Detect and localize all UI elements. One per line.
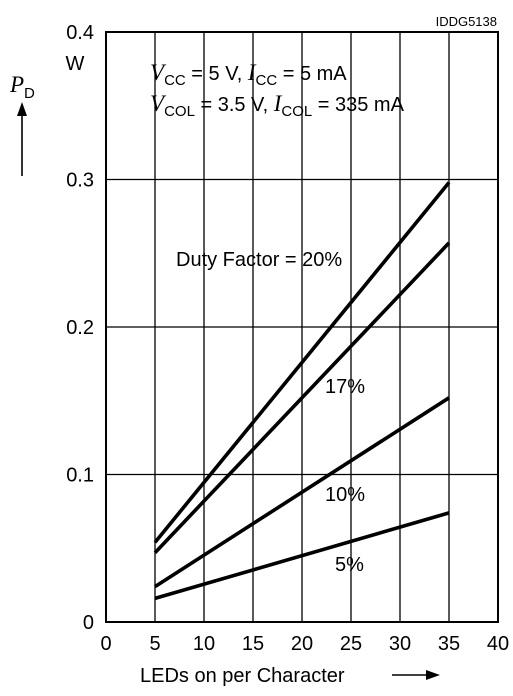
y-tick-label: 0.1 xyxy=(66,465,94,487)
x-tick-label: 10 xyxy=(193,633,215,655)
x-axis-arrow-head xyxy=(426,670,440,680)
series-line-0 xyxy=(153,181,451,544)
x-tick-label: 20 xyxy=(291,633,313,655)
y-axis-arrow-head xyxy=(17,102,27,116)
x-axis-label: LEDs on per Character xyxy=(140,665,440,687)
series-label-20pct: Duty Factor = 20% xyxy=(176,249,342,271)
x-tick-label: 25 xyxy=(340,633,362,655)
y-axis-subscript: D xyxy=(24,85,35,102)
series-line-2 xyxy=(154,396,450,589)
y-tick-label: 0.3 xyxy=(66,170,94,192)
conditions-annotation: VCC = 5 V, ICC = 5 mA VCOL = 3.5 V, ICOL… xyxy=(150,60,405,120)
condition-line-2: VCOL = 3.5 V, ICOL = 335 mA xyxy=(150,91,405,120)
y-axis-label: P D xyxy=(9,72,35,176)
x-tick-label: 5 xyxy=(149,633,160,655)
tick-labels: 0 5 10 15 20 25 30 35 40 0 0.1 0.2 0.3 0.4 xyxy=(66,22,509,655)
y-tick-label: 0 xyxy=(83,612,94,634)
series-labels: Duty Factor = 20% 17% 10% 5% xyxy=(176,249,365,576)
series-label-5pct: 5% xyxy=(335,554,364,576)
grid-lines xyxy=(106,32,498,622)
x-tick-label: 35 xyxy=(438,633,460,655)
figure-id: IDDG5138 xyxy=(436,14,497,29)
series-line-1 xyxy=(153,241,451,554)
y-tick-label: 0.4 xyxy=(66,22,94,44)
plot-frame xyxy=(105,31,499,623)
series-label-10pct: 10% xyxy=(325,484,365,506)
series-lines xyxy=(153,181,451,601)
series-line-3 xyxy=(154,511,450,601)
x-tick-label: 15 xyxy=(242,633,264,655)
y-axis-symbol: P xyxy=(9,72,24,97)
condition-line-1: VCC = 5 V, ICC = 5 mA xyxy=(150,60,347,89)
y-tick-label: 0.2 xyxy=(66,317,94,339)
x-tick-label: 30 xyxy=(389,633,411,655)
x-tick-label: 0 xyxy=(100,633,111,655)
x-tick-label: 40 xyxy=(487,633,509,655)
y-unit-label: W xyxy=(66,53,85,75)
series-label-17pct: 17% xyxy=(325,376,365,398)
x-axis-title: LEDs on per Character xyxy=(140,665,345,687)
